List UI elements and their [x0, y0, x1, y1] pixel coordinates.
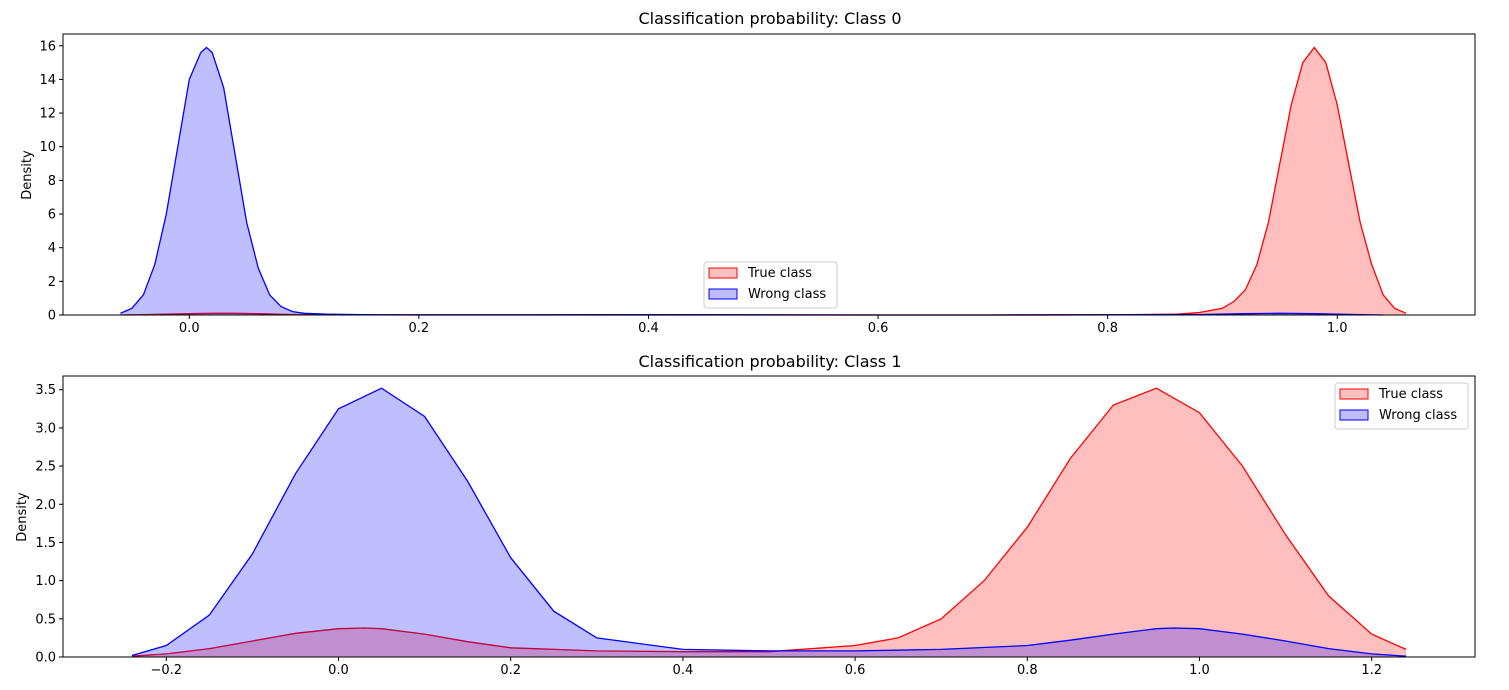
ticks-layer: −0.2 0.0 0.2 0.4 0.6 0.8 1.0 1.2 0.0 0.5 1.0 1.5 2.0…: [35, 383, 1382, 678]
y-tick-label: 16: [39, 39, 56, 54]
y-tick-label: 3.5: [35, 383, 56, 398]
legend: True class Wrong class: [1334, 382, 1469, 430]
x-tick-label: 0.8: [1017, 663, 1038, 678]
plot-frame: [62, 33, 1476, 316]
y-tick-label: 3.0: [35, 421, 56, 436]
subplot-class-1: Classification probability: Class 1 Dens…: [15, 352, 1476, 678]
legend-label-wrong-class: Wrong class: [1379, 408, 1457, 423]
x-tick-label: 0.4: [638, 321, 659, 336]
series-area-wrong-class: [120, 47, 1384, 315]
series-area-true-class: [131, 388, 1407, 657]
legend: True class Wrong class: [703, 261, 838, 309]
legend-label-true-class: True class: [1378, 387, 1443, 402]
chart-title: Classification probability: Class 0: [639, 9, 902, 28]
series-line-wrong-class: [120, 46, 1384, 316]
x-tick-label: 1.2: [1361, 663, 1382, 678]
y-tick-label: 0.5: [35, 612, 56, 627]
y-tick-label: 2.0: [35, 498, 56, 513]
series-line-wrong-class: [131, 387, 1407, 657]
y-tick-label: 1.5: [35, 536, 56, 551]
plot-frame: [62, 375, 1476, 658]
x-tick-label: 0.0: [328, 663, 349, 678]
y-tick-label: 2.5: [35, 460, 56, 475]
y-tick-label: 0.0: [35, 651, 56, 666]
series-area-wrong-class: [131, 388, 1407, 657]
legend-swatch-true-class: [1339, 388, 1369, 400]
series-layer: [131, 387, 1407, 657]
ticks-layer: 0.0 0.2 0.4 0.6 0.8 1.0 0 2 4 6 8 10 12 14 16: [39, 39, 1347, 336]
y-axis-label: Density: [20, 150, 35, 200]
y-tick-label: 2: [48, 275, 56, 290]
y-tick-label: 4: [48, 241, 56, 256]
y-tick-label: 1.0: [35, 574, 56, 589]
series-line-true-class: [131, 387, 1407, 657]
x-tick-label: 1.0: [1327, 321, 1348, 336]
y-tick-label: 8: [48, 174, 56, 189]
x-tick-label: 1.0: [1189, 663, 1210, 678]
legend-label-true-class: True class: [747, 266, 812, 281]
x-tick-label: 0.6: [868, 321, 889, 336]
y-tick-label: 6: [48, 208, 56, 223]
x-tick-label: 0.8: [1097, 321, 1118, 336]
subplot-class-0: Classification probability: Class 0 Dens…: [20, 9, 1476, 336]
legend-swatch-true-class: [708, 267, 738, 279]
x-tick-label: 0.4: [673, 663, 694, 678]
series-layer: [120, 46, 1407, 316]
x-tick-label: −0.2: [151, 663, 183, 678]
y-tick-label: 10: [39, 140, 56, 155]
x-tick-label: 0.2: [500, 663, 521, 678]
legend-swatch-wrong-class: [708, 288, 738, 300]
chart-title: Classification probability: Class 1: [639, 352, 902, 371]
legend-swatch-wrong-class: [1339, 409, 1369, 421]
y-tick-label: 0: [48, 309, 56, 324]
y-axis-label: Density: [15, 492, 30, 542]
y-tick-label: 12: [39, 107, 56, 122]
series-area-true-class: [120, 47, 1407, 315]
x-tick-label: 0.0: [179, 321, 200, 336]
y-tick-label: 14: [39, 73, 56, 88]
x-tick-label: 0.2: [409, 321, 430, 336]
x-tick-label: 0.6: [845, 663, 866, 678]
legend-label-wrong-class: Wrong class: [748, 287, 826, 302]
